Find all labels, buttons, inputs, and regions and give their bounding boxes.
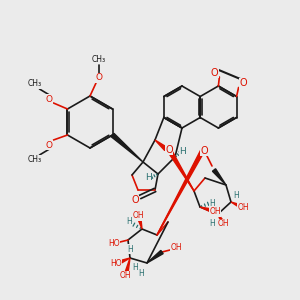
Text: H: H	[209, 218, 215, 227]
Text: H: H	[145, 173, 152, 182]
Text: OH: OH	[237, 203, 249, 212]
Text: OH: OH	[209, 208, 221, 217]
Text: O: O	[46, 140, 53, 149]
Polygon shape	[147, 250, 163, 263]
Text: CH₃: CH₃	[27, 80, 41, 88]
Text: OH: OH	[132, 212, 144, 220]
Polygon shape	[169, 152, 194, 191]
Text: HO: HO	[108, 239, 120, 248]
Text: CH₃: CH₃	[92, 55, 106, 64]
Text: H: H	[180, 146, 186, 155]
Text: O: O	[131, 195, 139, 205]
Polygon shape	[212, 169, 226, 185]
Text: O: O	[46, 94, 53, 103]
Text: O: O	[211, 68, 218, 78]
Text: HO: HO	[110, 260, 122, 268]
Polygon shape	[218, 214, 225, 224]
Polygon shape	[155, 140, 167, 151]
Text: O: O	[165, 145, 173, 155]
Polygon shape	[111, 134, 143, 162]
Text: OH: OH	[217, 220, 229, 229]
Text: H: H	[209, 199, 215, 208]
Text: O: O	[200, 146, 208, 156]
Text: O: O	[240, 79, 248, 88]
Polygon shape	[200, 207, 214, 213]
Text: O: O	[95, 74, 103, 82]
Polygon shape	[117, 258, 130, 265]
Polygon shape	[124, 258, 130, 275]
Text: H: H	[138, 268, 144, 278]
Text: CH₃: CH₃	[27, 155, 41, 164]
Text: OH: OH	[119, 272, 131, 280]
Polygon shape	[157, 147, 206, 235]
Text: H: H	[127, 244, 133, 253]
Text: OH: OH	[170, 244, 182, 253]
Text: H: H	[126, 218, 132, 226]
Text: H: H	[233, 191, 239, 200]
Text: H: H	[132, 262, 138, 272]
Polygon shape	[231, 202, 243, 208]
Polygon shape	[137, 217, 142, 229]
